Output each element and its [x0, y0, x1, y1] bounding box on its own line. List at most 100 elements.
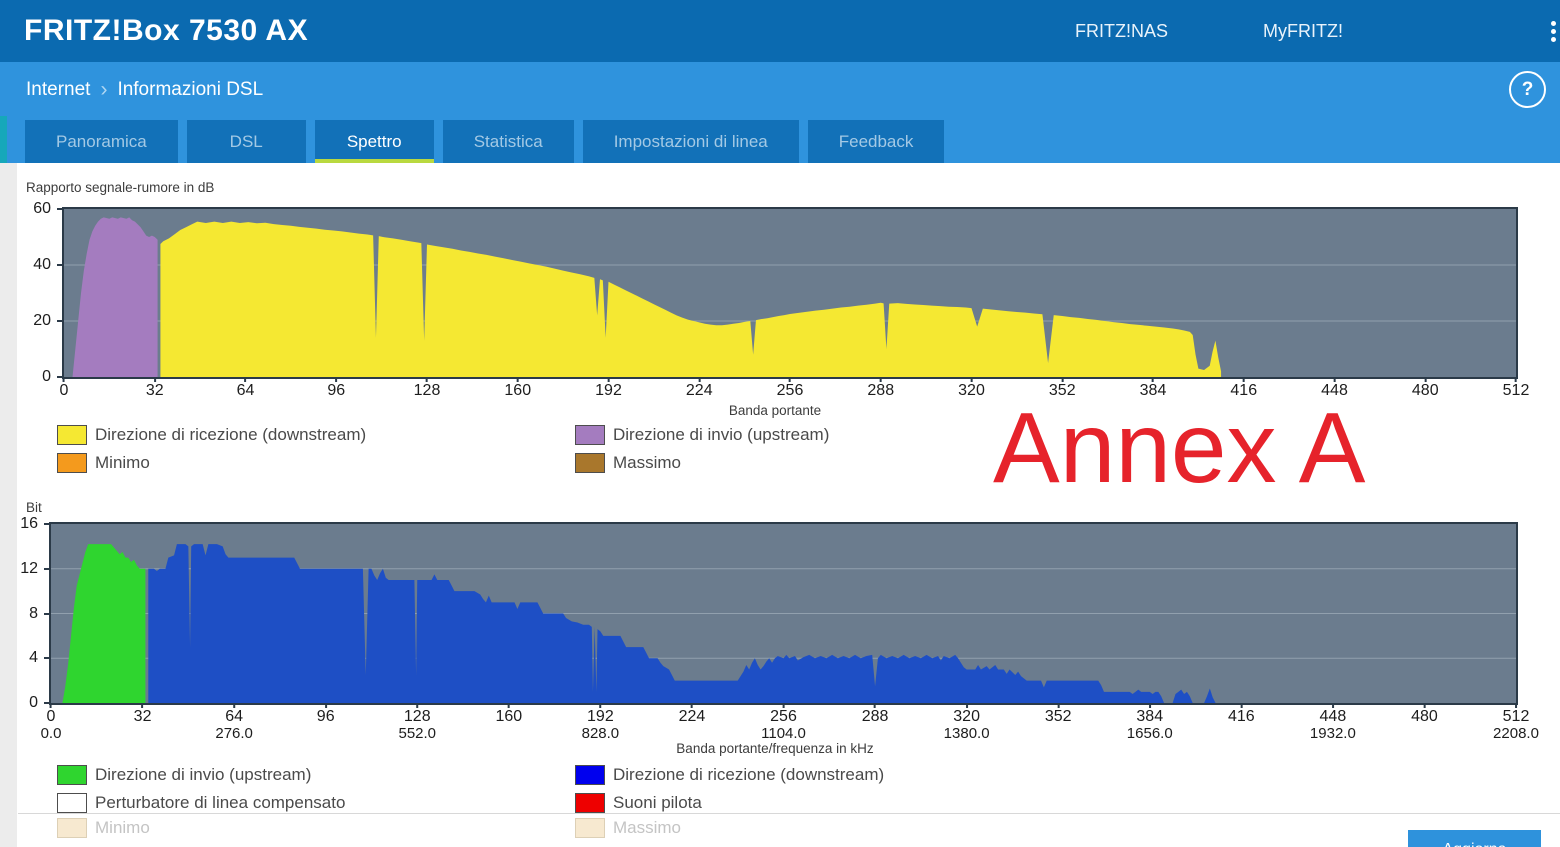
legend-item-massimo[interactable]: Massimo — [575, 453, 829, 473]
series-direzione-di-invio-upstream — [62, 544, 146, 703]
legend-item-direzione-di-ricezione-downstream[interactable]: Direzione di ricezione (downstream) — [57, 425, 575, 445]
link-myfritz[interactable]: MyFRITZ! — [1263, 20, 1343, 41]
y-tick-label: 0 — [42, 368, 51, 385]
legend-item-direzione-di-invio-upstream[interactable]: Direzione di invio (upstream) — [575, 425, 829, 445]
x-tick-label: 192 — [587, 708, 614, 725]
legend-item-direzione-di-invio-upstream[interactable]: Direzione di invio (upstream) — [57, 765, 575, 785]
help-icon[interactable]: ? — [1509, 71, 1546, 108]
x-tick-label: 256 — [776, 382, 804, 399]
y-tick-mark — [44, 523, 51, 525]
x-tick-label: 96 — [327, 382, 346, 399]
x-tick: 32 — [146, 377, 164, 400]
legend-item-perturbatore-di-linea-compensato[interactable]: Perturbatore di linea compensato — [57, 793, 575, 813]
series-direzione-di-ricezione-downstream — [160, 221, 1222, 377]
legend-item-massimo: Massimo — [575, 818, 681, 838]
bit-chart-title: Bit — [26, 500, 42, 515]
x-tick: 224 — [678, 703, 706, 726]
legend-label: Direzione di ricezione (downstream) — [613, 765, 885, 784]
x-tick-frequency-label: 2208.0 — [1493, 724, 1539, 742]
x-tick-label: 64 — [225, 708, 244, 725]
tab-statistica[interactable]: Statistica — [442, 120, 574, 163]
x-tick: 448 1932.0 — [1310, 703, 1356, 742]
y-tick-mark — [44, 612, 51, 615]
bit-chart-plot: 0 4 8 12 16 0 0.0 32 64 276.0 96 128 552.0 160 192 828.… — [20, 515, 1539, 741]
top-links: FRITZ!NAS MyFRITZ! — [1075, 0, 1343, 62]
x-tick-frequency-label: 1932.0 — [1309, 724, 1356, 742]
chevron-right-icon: › — [100, 78, 108, 101]
sub-header: Internet › Informazioni DSL ? Panoramica… — [0, 62, 1560, 163]
legend-item-suoni-pilota[interactable]: Suoni pilota — [575, 793, 884, 813]
x-tick-frequency-label: 1656.0 — [1126, 724, 1173, 742]
legend-swatch — [57, 765, 87, 785]
link-fritznas[interactable]: FRITZ!NAS — [1075, 20, 1168, 41]
y-tick-label: 8 — [29, 604, 38, 622]
tab-feedback[interactable]: Feedback — [807, 120, 945, 163]
snr-legend: Direzione di ricezione (downstream) Direz… — [57, 425, 829, 473]
x-tick: 512 — [1503, 377, 1529, 400]
x-tick: 192 — [595, 377, 622, 400]
x-tick: 64 — [237, 377, 254, 400]
page-left-gutter — [0, 163, 17, 847]
tab-label: Spettro — [346, 131, 402, 151]
x-tick-label: 224 — [685, 382, 713, 399]
app-title: FRITZ!Box 7530 AX — [24, 14, 309, 47]
menu-dots-icon[interactable] — [1551, 21, 1556, 42]
x-tick: 192 828.0 — [581, 703, 620, 742]
x-tick-frequency-label: 552.0 — [398, 724, 437, 742]
legend-label: Massimo — [613, 818, 682, 837]
x-tick: 96 — [327, 377, 345, 400]
x-tick-label: 480 — [1411, 382, 1439, 399]
tab-spettro[interactable]: Spettro — [314, 120, 434, 163]
tab-dsl[interactable]: DSL — [186, 120, 306, 163]
x-tick-label: 96 — [316, 708, 335, 725]
tab-label: Impostazioni di linea — [613, 131, 768, 151]
legend-label: Direzione di invio (upstream) — [613, 425, 830, 444]
x-tick-label: 128 — [413, 382, 441, 399]
x-tick: 256 1104.0 — [761, 703, 806, 742]
snr-chart-plot: 0 20 40 60 0 32 64 96 128 160 192 224 256 288 320 352 38… — [33, 200, 1529, 399]
x-tick-label: 288 — [867, 382, 895, 399]
x-tick: 0 — [59, 377, 69, 400]
x-tick: 384 — [1139, 377, 1167, 400]
x-tick: 480 — [1411, 703, 1438, 726]
legend-item-minimo[interactable]: Minimo — [57, 453, 575, 473]
x-tick-label: 160 — [504, 382, 532, 399]
x-tick: 320 1380.0 — [944, 703, 990, 742]
x-tick-frequency-label: 276.0 — [215, 724, 253, 742]
x-tick-label: 0 — [59, 382, 69, 399]
tab-impostazioni-di-linea[interactable]: Impostazioni di linea — [582, 120, 799, 163]
x-tick: 224 — [686, 377, 713, 400]
legend-swatch — [57, 453, 87, 473]
series-direzione-di-invio-upstream — [72, 217, 158, 377]
legend-item-direzione-di-ricezione-downstream[interactable]: Direzione di ricezione (downstream) — [575, 765, 884, 785]
tab-panoramica[interactable]: Panoramica — [25, 120, 178, 163]
breadcrumb-section[interactable]: Internet — [26, 79, 91, 100]
y-tick-mark — [57, 264, 64, 266]
legend-label: Massimo — [613, 453, 682, 472]
annex-annotation: Annex A — [993, 392, 1366, 504]
x-tick-label: 480 — [1411, 708, 1438, 725]
legend-label: Minimo — [95, 818, 150, 837]
x-tick-label: 224 — [678, 708, 706, 725]
x-tick-label: 288 — [861, 708, 889, 725]
legend-label: Direzione di invio (upstream) — [95, 765, 312, 784]
refresh-button[interactable]: Aggiorna — [1408, 830, 1541, 847]
legend-swatch — [57, 818, 87, 838]
x-tick: 352 — [1049, 377, 1076, 400]
x-tick: 96 — [317, 703, 335, 726]
x-tick-label: 384 — [1139, 382, 1167, 399]
x-tick-frequency-label: 828.0 — [581, 724, 620, 742]
x-tick-frequency-label: 1104.0 — [761, 724, 806, 742]
tab-label: Statistica — [473, 131, 543, 151]
x-tick: 288 — [867, 377, 894, 400]
x-tick: 320 — [958, 377, 985, 400]
breadcrumb: Internet › Informazioni DSL — [26, 78, 263, 102]
x-tick: 416 — [1230, 377, 1257, 400]
x-tick: 416 — [1228, 703, 1255, 726]
y-tick-mark — [44, 702, 51, 704]
x-tick: 64 276.0 — [215, 703, 253, 742]
x-tick-label: 416 — [1227, 708, 1255, 725]
y-tick-mark — [44, 657, 51, 660]
left-accent-strip — [0, 116, 7, 163]
legend-swatch — [575, 818, 605, 838]
